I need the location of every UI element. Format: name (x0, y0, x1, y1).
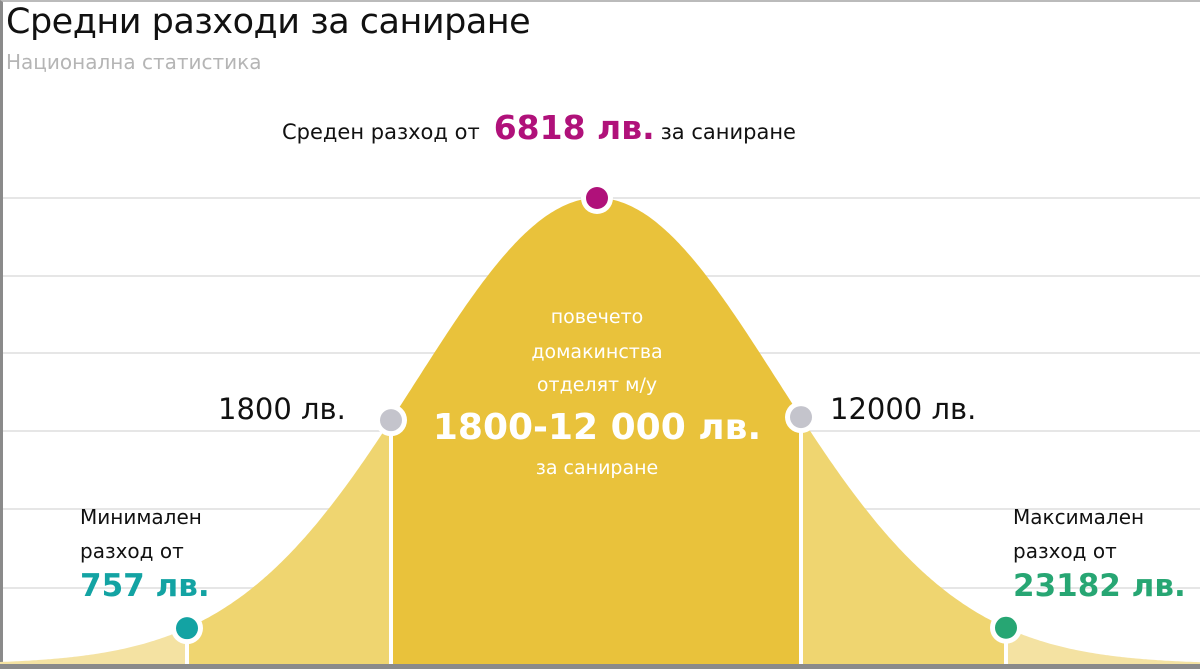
middle-text-2: домакинства (531, 341, 663, 363)
page-subtitle: Национална статистика (6, 50, 262, 74)
maximum-line1: Максимален (1013, 505, 1145, 529)
maximum-label: Максимален разход от (1013, 500, 1144, 568)
lower-bound-label: 1800 лв. (218, 392, 346, 426)
outer-right-tail (1006, 627, 1200, 664)
middle-text-3: отделят м/у (536, 374, 658, 396)
outer-left-tail (0, 628, 187, 664)
maximum-line2: разход от (1013, 539, 1117, 563)
middle-band (391, 198, 801, 664)
average-marker (586, 187, 608, 209)
average-prefix: Среден разход от (282, 120, 480, 144)
average-value: 6818 лв. (493, 108, 655, 147)
middle-text-5: за саниране (535, 457, 659, 479)
maximum-marker (995, 616, 1017, 639)
minimum-value: 757 лв. (80, 568, 210, 604)
left-tail (187, 420, 391, 664)
page-title: Средни разходи за саниране (6, 2, 531, 42)
minimum-line1: Минимален (80, 505, 202, 529)
upper-bound-label: 12000 лв. (830, 392, 977, 426)
maximum-value: 23182 лв. (1013, 568, 1186, 604)
upper-bound-marker (790, 406, 812, 429)
minimum-label: Минимален разход от (80, 500, 202, 568)
average-suffix: за саниране (660, 120, 796, 144)
lower-bound-marker (380, 409, 402, 432)
middle-text-1: повечето (550, 306, 644, 328)
average-label: Среден разход от 6818 лв. за саниране (282, 108, 796, 147)
minimum-marker (176, 617, 198, 640)
minimum-line2: разход от (80, 539, 184, 563)
middle-range-value: 1800-12 000 лв. (432, 407, 762, 448)
right-tail (801, 417, 1006, 664)
